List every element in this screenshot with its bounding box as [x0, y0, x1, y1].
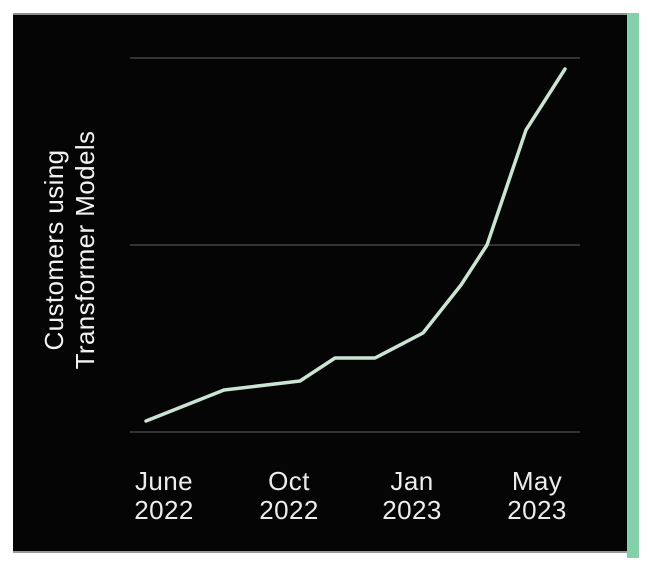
x-tick-year: 2022 — [134, 495, 194, 525]
x-tick-label-may-2023: May 2023 — [507, 467, 566, 525]
y-axis-label-line2: Transformer Models — [70, 130, 100, 370]
accent-bar — [627, 13, 639, 558]
x-tick-month: May — [511, 466, 563, 496]
y-axis-label: Customers using Transformer Models — [39, 131, 101, 370]
x-tick-label-june-2022: June 2022 — [134, 467, 193, 525]
x-tick-month: Oct — [268, 466, 310, 496]
x-tick-year: 2023 — [382, 495, 442, 525]
x-tick-year: 2022 — [259, 495, 319, 525]
x-tick-month: June — [135, 466, 193, 496]
y-axis-label-line1: Customers using — [39, 149, 69, 351]
x-tick-label-jan-2023: Jan 2023 — [382, 467, 441, 525]
x-tick-month: Jan — [390, 466, 434, 496]
x-tick-year: 2023 — [507, 495, 567, 525]
x-tick-label-oct-2022: Oct 2022 — [259, 467, 318, 525]
